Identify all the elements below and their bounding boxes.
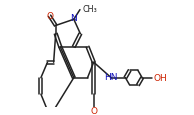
Text: HN: HN: [104, 72, 118, 81]
Text: O: O: [46, 12, 53, 21]
Text: O: O: [90, 106, 97, 115]
Text: N: N: [70, 14, 77, 23]
Text: OH: OH: [153, 73, 167, 82]
Text: CH₃: CH₃: [83, 5, 97, 14]
